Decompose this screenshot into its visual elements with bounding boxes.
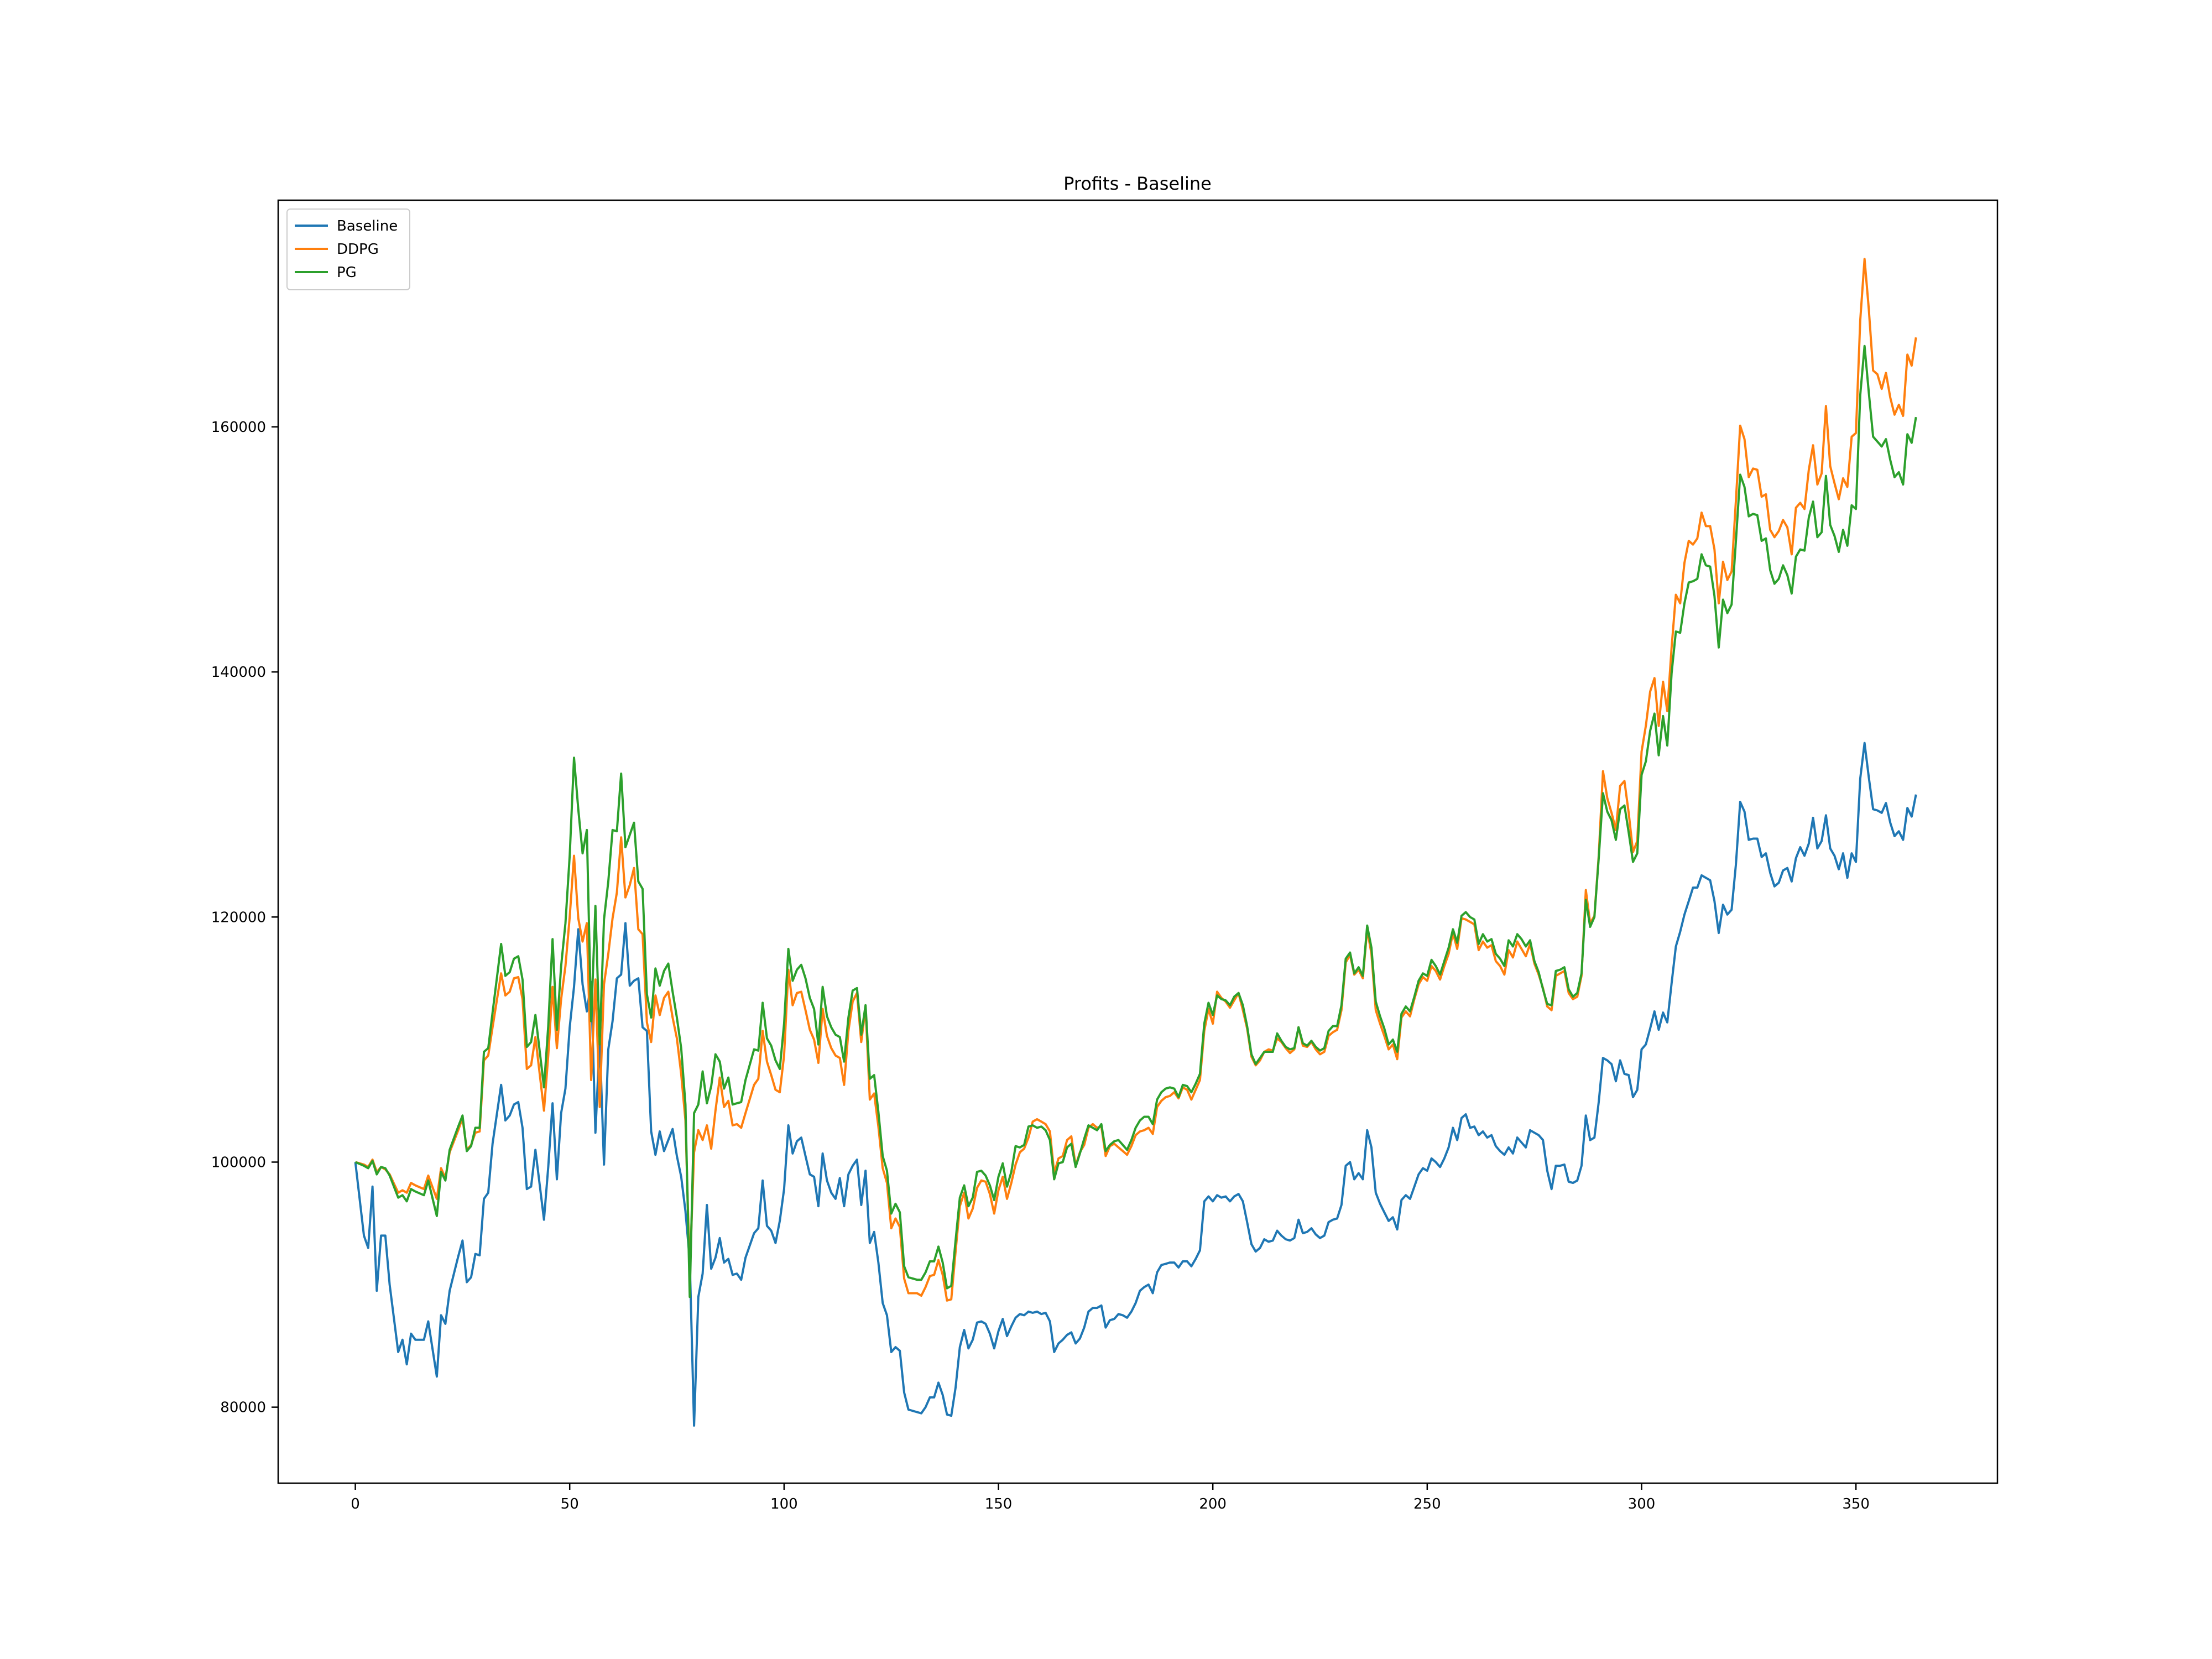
y-tick-label: 140000 [211,664,266,681]
y-tick-label: 160000 [211,419,266,436]
x-tick-label: 300 [1628,1496,1656,1512]
series-layer [354,258,1917,1427]
legend: Baseline DDPG PG [286,208,410,290]
x-tick-label: 0 [351,1496,360,1512]
x-tick-label: 100 [770,1496,798,1512]
series-line-ddpg [355,258,1917,1302]
legend-label-ddpg: DDPG [337,241,379,258]
chart-title: Profits - Baseline [1063,173,1212,194]
legend-label-pg: PG [337,264,357,281]
x-tick-label: 350 [1842,1496,1870,1512]
legend-label-baseline: Baseline [337,218,398,234]
x-tick-label: 200 [1199,1496,1227,1512]
x-tick-label: 50 [561,1496,579,1512]
x-axis: 0 50 100 150 200 250 300 350 [351,1483,1870,1512]
legend-box [286,208,410,290]
y-tick-label: 80000 [220,1400,266,1416]
x-tick-label: 150 [985,1496,1013,1512]
y-tick-label: 100000 [211,1154,266,1171]
series-line-pg [354,345,1917,1298]
y-axis: 80000 100000 120000 140000 160000 [211,419,278,1416]
y-tick-label: 120000 [211,909,266,926]
series-line-baseline [354,742,1917,1427]
x-tick-label: 250 [1413,1496,1441,1512]
plot-area-frame [277,199,1999,1484]
